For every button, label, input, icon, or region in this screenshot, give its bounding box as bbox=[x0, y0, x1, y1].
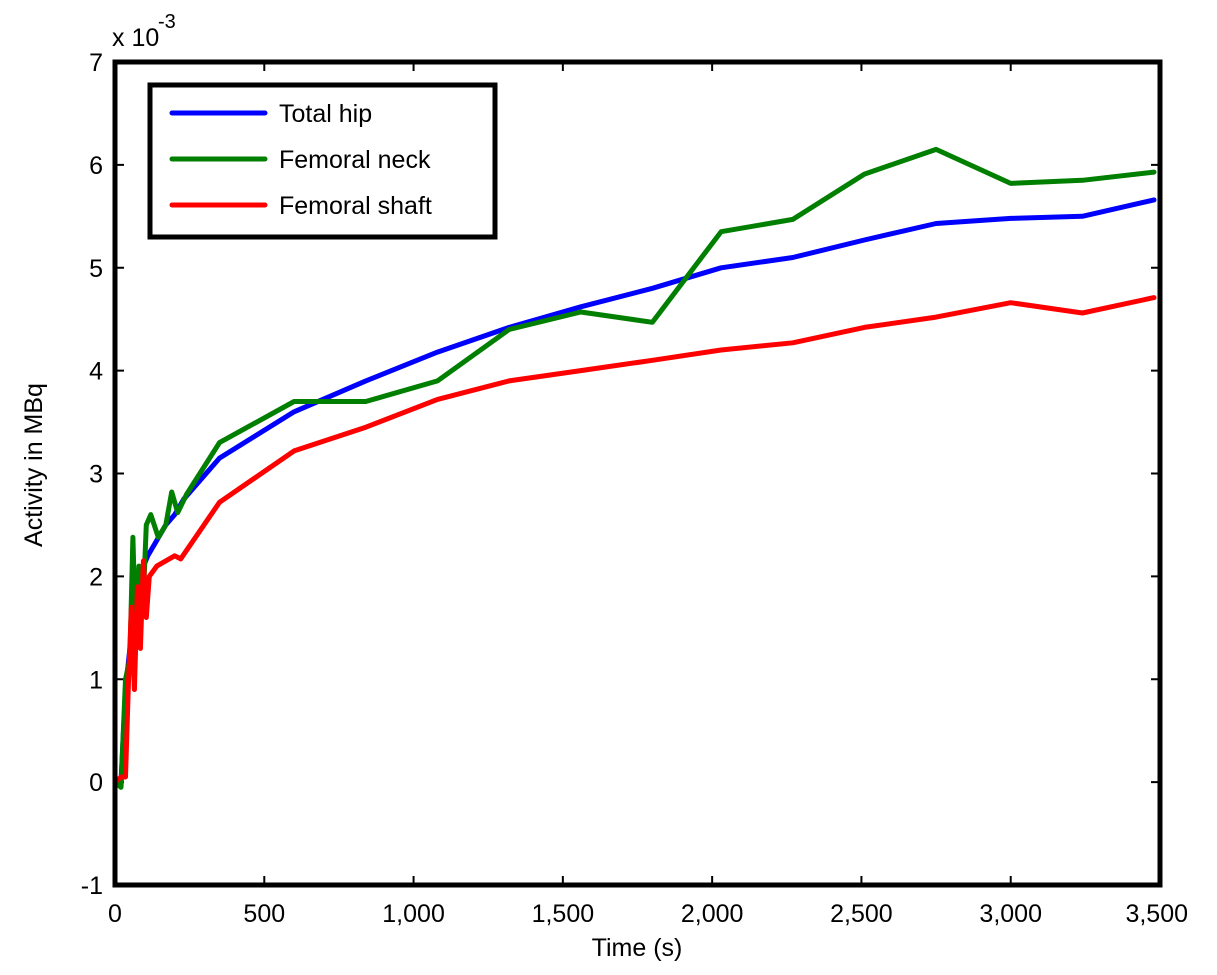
x-tick-label: 1,000 bbox=[382, 900, 445, 928]
plot-frame bbox=[112, 59, 1163, 888]
legend-label-femoral-neck: Femoral neck bbox=[279, 146, 431, 174]
y-tick-label: 1 bbox=[89, 666, 103, 694]
legend-label-total-hip: Total hip bbox=[279, 100, 372, 128]
y-tick-label: 6 bbox=[89, 152, 103, 180]
series-line-femoral-shaft bbox=[115, 295, 1157, 785]
y-multiplier-label: x 10 bbox=[112, 24, 159, 52]
x-tick-label: 2,500 bbox=[830, 900, 893, 928]
x-tick-label: 3,000 bbox=[979, 900, 1042, 928]
series-layer bbox=[115, 146, 1157, 790]
x-tick-label: 3,500 bbox=[1125, 900, 1188, 928]
legend-label-femoral-shaft: Femoral shaft bbox=[279, 192, 432, 220]
y-tick-label: 2 bbox=[89, 563, 103, 591]
x-tick-label: 1,500 bbox=[532, 900, 595, 928]
y-tick-label: -1 bbox=[81, 872, 103, 900]
y-multiplier-exponent: -3 bbox=[158, 11, 176, 33]
y-tick-label: 7 bbox=[89, 49, 103, 77]
legend: Total hip Femoral neck Femoral shaft bbox=[147, 82, 498, 240]
x-tick-label: 500 bbox=[243, 900, 285, 928]
y-tick-label: 3 bbox=[89, 461, 103, 489]
y-tick-label: 0 bbox=[89, 769, 103, 797]
x-tick-label: 2,000 bbox=[681, 900, 744, 928]
x-axis: 0 500 1,000 1,500 2,000 2,500 3,000 3,500 bbox=[108, 62, 1188, 928]
y-tick-label: 4 bbox=[89, 358, 103, 386]
x-axis-label: Time (s) bbox=[592, 934, 683, 962]
y-axis-label: Activity in MBq bbox=[20, 383, 48, 547]
x-tick-label: 0 bbox=[108, 900, 122, 928]
y-tick-label: 5 bbox=[89, 255, 103, 283]
y-axis: -1 0 1 2 3 4 5 6 7 bbox=[81, 49, 1160, 900]
